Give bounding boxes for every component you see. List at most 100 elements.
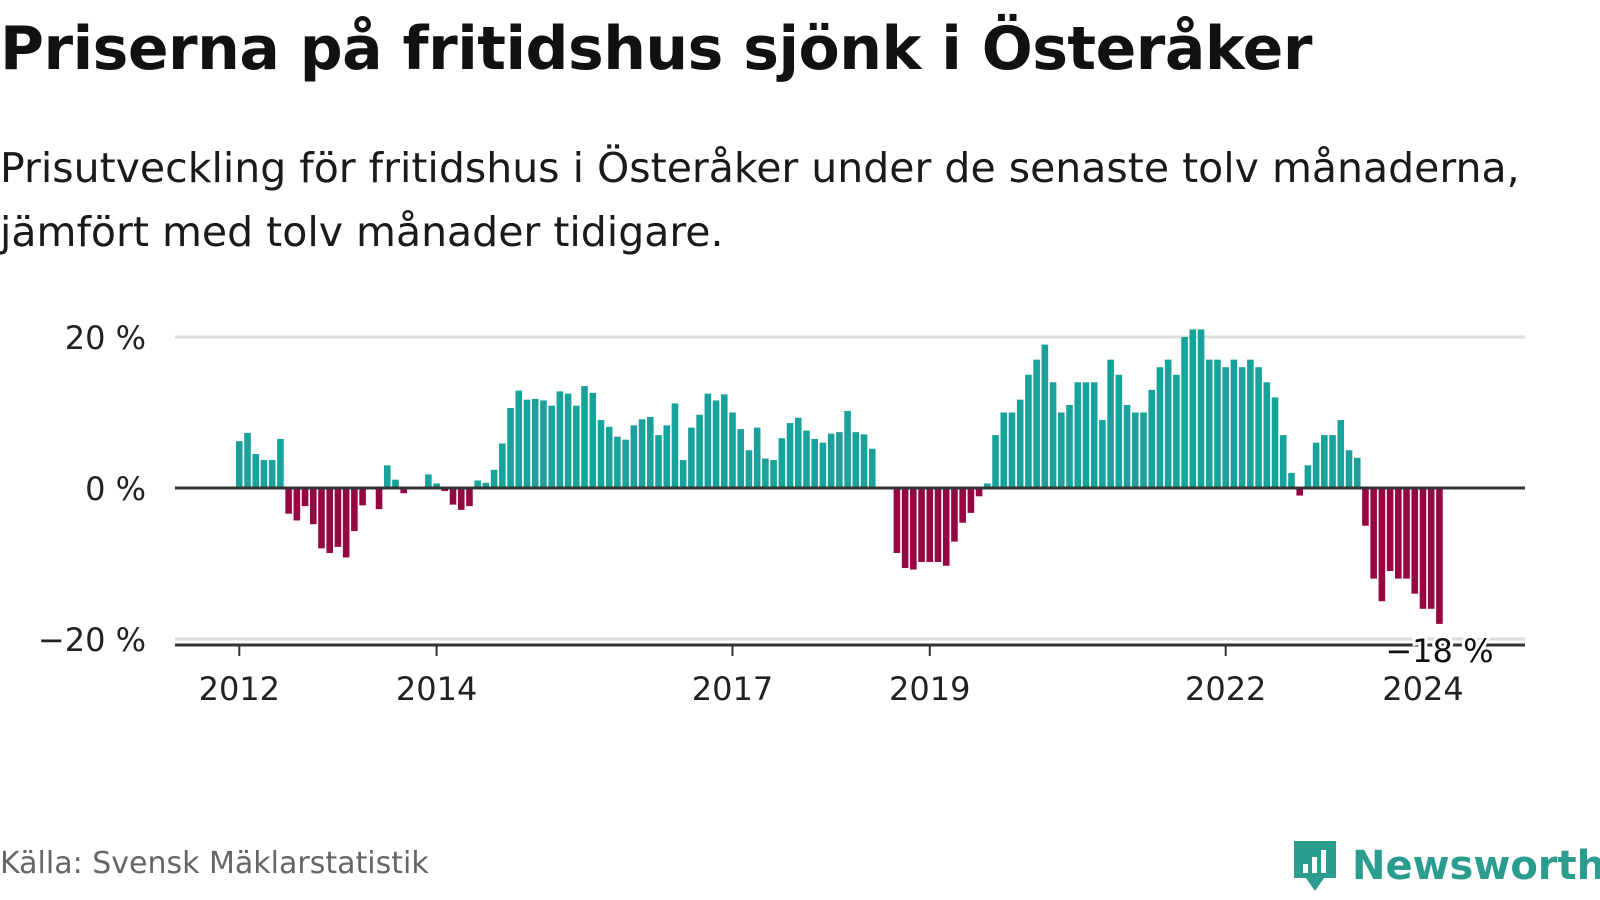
bar	[1395, 488, 1402, 579]
source-note: Källa: Svensk Mäklarstatistik	[0, 846, 429, 881]
bar	[334, 488, 342, 547]
bar	[548, 405, 555, 488]
grid-layer	[175, 335, 1525, 641]
bar	[1386, 488, 1394, 572]
bar	[1041, 344, 1049, 488]
bar	[564, 393, 572, 489]
bar	[277, 438, 284, 488]
bar	[236, 441, 243, 488]
x-tick-label: 2012	[199, 670, 280, 708]
bar	[745, 450, 753, 488]
x-tick-label: 2024	[1382, 670, 1463, 708]
bar	[1279, 435, 1287, 488]
bar	[1296, 488, 1303, 496]
bar	[918, 488, 925, 562]
bar	[1181, 337, 1188, 488]
bar	[383, 465, 391, 488]
x-tick-label: 2019	[889, 670, 970, 708]
bar	[852, 432, 860, 488]
bar	[326, 488, 334, 553]
bar	[622, 439, 629, 488]
bar	[803, 430, 810, 488]
bar	[457, 488, 465, 510]
y-tick-label: 0 %	[85, 470, 146, 508]
bar	[474, 480, 481, 488]
bar	[573, 405, 580, 488]
bar	[901, 488, 909, 569]
bar	[910, 488, 917, 570]
bar	[1189, 329, 1197, 488]
bar	[531, 398, 539, 488]
bar	[581, 386, 588, 488]
bar	[1033, 359, 1040, 488]
bar	[1411, 488, 1419, 594]
bar	[860, 434, 868, 488]
bar	[1329, 435, 1336, 488]
bar	[992, 435, 999, 488]
bar	[1403, 488, 1410, 579]
bar	[967, 488, 975, 513]
bar	[712, 400, 720, 488]
bar	[794, 417, 802, 488]
bar	[1288, 472, 1295, 488]
bar	[466, 488, 473, 507]
bar	[1214, 359, 1221, 488]
bar	[827, 433, 835, 488]
bar	[1049, 382, 1057, 488]
newsworthy-logo-icon	[1294, 841, 1336, 891]
bar	[244, 432, 251, 488]
bar	[836, 432, 843, 488]
y-tick-label: −20 %	[38, 621, 146, 659]
bar	[984, 483, 991, 488]
x-tick-label: 2022	[1185, 670, 1266, 708]
bar	[1362, 488, 1369, 526]
bar	[1238, 367, 1246, 488]
bar	[252, 454, 260, 489]
bar	[441, 488, 449, 492]
bar	[1230, 359, 1238, 488]
bar	[1378, 488, 1386, 602]
label-layer: 20 % 0 % −20 % 2012 2014 2017 2019 2022 2024−18 …	[38, 319, 1497, 708]
bar	[400, 488, 407, 494]
bar	[1205, 359, 1213, 488]
bar	[638, 419, 646, 488]
bar	[942, 488, 950, 566]
bar	[482, 482, 490, 488]
bar	[663, 425, 671, 488]
bar	[1197, 329, 1205, 488]
bar	[704, 393, 712, 489]
bar	[1148, 389, 1156, 488]
bar	[556, 391, 564, 488]
bar	[507, 407, 514, 488]
bar	[1312, 442, 1320, 488]
bar	[268, 460, 276, 488]
bar	[309, 488, 317, 525]
bar	[351, 488, 358, 532]
bar	[499, 443, 506, 488]
bar	[1090, 382, 1098, 488]
bar	[1304, 465, 1312, 488]
bar	[679, 460, 687, 488]
brand-name: Newsworthy	[1352, 843, 1600, 889]
bar	[318, 488, 325, 549]
bar	[655, 435, 662, 488]
bar	[1140, 412, 1147, 488]
y-tick-label: 20 %	[65, 319, 146, 357]
bar	[523, 399, 531, 488]
bar	[1000, 412, 1008, 488]
bar	[868, 448, 876, 488]
bar	[1271, 397, 1279, 488]
bar	[301, 488, 309, 507]
bar	[589, 392, 597, 488]
brand-logo: Newsworthy	[1290, 838, 1600, 894]
last-value-label: −18 %	[1385, 632, 1493, 670]
bar	[671, 403, 679, 488]
bar	[1016, 399, 1024, 488]
bar	[260, 460, 268, 488]
bar	[1419, 488, 1427, 609]
bar	[696, 414, 703, 488]
bar	[951, 488, 958, 542]
bar	[844, 410, 851, 488]
bar	[1107, 359, 1114, 488]
bar	[1263, 382, 1271, 488]
